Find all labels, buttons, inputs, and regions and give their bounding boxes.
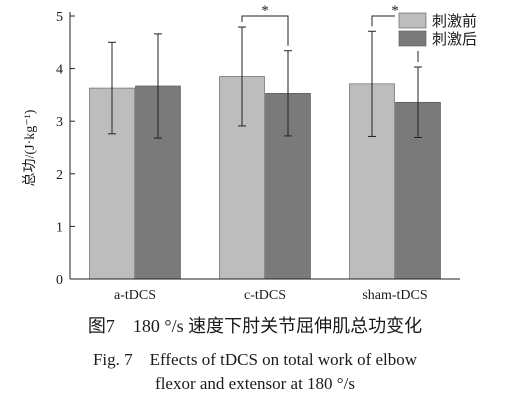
y-tick-label: 4 <box>56 63 63 78</box>
significance-layer: ** <box>241 3 419 63</box>
x-tick-label: a-tDCS <box>114 288 156 303</box>
axes-layer: a-tDCS c-tDCS sham-tDCS 0 1 2 3 4 5 <box>56 10 460 303</box>
figure-caption-cn: 图7 180 °/s 速度下肘关节屈伸肌总功变化 <box>87 316 423 336</box>
error-bars-layer <box>108 26 422 139</box>
figure-caption-en-line1: Fig. 7 Effects of tDCS on total work of … <box>92 350 418 369</box>
bars-layer <box>89 76 441 280</box>
y-axis-label: 总功/(J·kg⁻¹) <box>22 109 38 186</box>
significance-star: * <box>261 3 269 19</box>
x-tick-label: c-tDCS <box>244 288 286 303</box>
legend-label: 刺激后 <box>432 31 477 48</box>
y-tick-label: 5 <box>56 10 63 25</box>
x-tick-label: sham-tDCS <box>362 288 427 303</box>
y-tick-label: 1 <box>56 220 63 235</box>
figure-caption-en-line2: flexor and extensor at 180 °/s <box>155 374 355 393</box>
legend-label: 刺激前 <box>432 13 477 30</box>
significance-bracket <box>241 15 289 46</box>
legend-swatch <box>398 12 427 29</box>
y-tick-label: 0 <box>56 273 63 288</box>
y-tick-label: 3 <box>56 115 63 130</box>
y-tick-label: 2 <box>56 168 63 183</box>
legend-swatch <box>398 30 427 47</box>
